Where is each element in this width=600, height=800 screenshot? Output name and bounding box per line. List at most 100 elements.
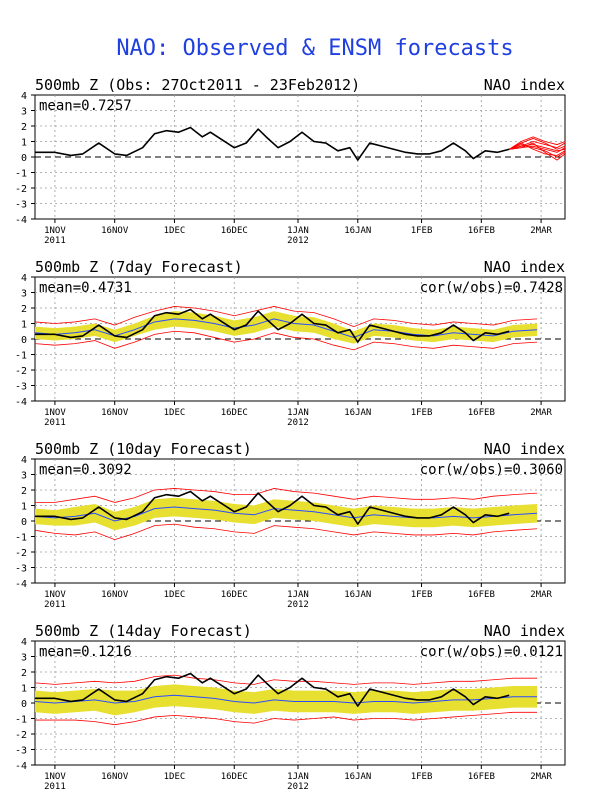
y-tick-label: 1 [21, 138, 27, 149]
x-tick-label: 2MAR [530, 408, 552, 418]
x-tick-label: 16NOV [101, 408, 129, 418]
x-tick-label: 1JAN [287, 590, 309, 600]
x-tick-label: 1FEB [411, 590, 433, 600]
observed-line [35, 672, 510, 707]
panel-title: 500mb Z (7day Forecast) [35, 258, 243, 276]
y-tick-label: 3 [21, 471, 27, 482]
panel-title: 500mb Z (14day Forecast) [35, 622, 252, 640]
forecast-member-line [509, 142, 566, 156]
panel-title: 500mb Z (10day Forecast) [35, 440, 252, 458]
y-tick-label: -2 [15, 730, 27, 741]
x-tick-label: 1DEC [164, 590, 186, 600]
x-tick-label: 1NOV [44, 590, 66, 600]
observed-line [35, 490, 510, 525]
y-tick-label: -4 [15, 761, 27, 772]
observed-line [35, 126, 510, 161]
panel-right-label: NAO index [484, 76, 565, 94]
x-tick-label: 16DEC [221, 226, 248, 236]
x-tick-label: 16FEB [468, 590, 495, 600]
y-tick-label: 1 [21, 320, 27, 331]
x-tick-label: 16DEC [221, 590, 248, 600]
y-tick-label: 2 [21, 486, 27, 497]
y-tick-label: -3 [15, 382, 27, 393]
y-tick-label: -1 [15, 351, 27, 362]
y-tick-label: 1 [21, 684, 27, 695]
panel-mean-label: mean=0.3092 [39, 462, 132, 478]
x-tick-label: 16FEB [468, 772, 495, 782]
x-tick-year-label: 2011 [44, 600, 66, 610]
panel-mean-label: mean=0.7257 [39, 98, 132, 114]
x-tick-label: 1JAN [287, 226, 309, 236]
y-tick-label: 3 [21, 107, 27, 118]
y-tick-label: 4 [21, 273, 27, 284]
y-tick-label: -1 [15, 715, 27, 726]
x-tick-label: 16NOV [101, 226, 129, 236]
x-tick-year-label: 2012 [287, 418, 309, 428]
ensemble-envelope-upper [34, 306, 538, 328]
x-tick-label: 16NOV [101, 772, 129, 782]
panel-right-label: NAO index [484, 622, 565, 640]
ensemble-mean-line [34, 318, 538, 338]
y-tick-label: 4 [21, 637, 27, 648]
x-tick-label: 16JAN [344, 226, 371, 236]
y-tick-label: 2 [21, 122, 27, 133]
observed-line [35, 308, 510, 343]
ensemble-envelope-upper [34, 674, 538, 685]
ensemble-envelope-upper [35, 488, 538, 503]
ensemble-mean-line [34, 694, 538, 704]
forecast-member-line [509, 144, 566, 158]
y-tick-label: 0 [21, 699, 27, 710]
x-tick-label: 1JAN [287, 772, 309, 782]
x-tick-label: 1FEB [411, 772, 433, 782]
forecast-member-line [509, 144, 566, 152]
y-tick-label: 0 [21, 153, 27, 164]
forecast-member-line [509, 142, 566, 161]
panel-correlation-label: cor(w/obs)=0.3060 [420, 462, 563, 478]
panel-correlation-label: cor(w/obs)=0.7428 [420, 280, 563, 296]
x-tick-label: 16JAN [344, 590, 371, 600]
x-tick-label: 1JAN [287, 408, 309, 418]
x-tick-year-label: 2011 [44, 236, 66, 246]
page-title: NAO: Observed & ENSM forecasts [116, 36, 514, 61]
y-tick-label: 0 [21, 517, 27, 528]
x-tick-year-label: 2012 [287, 236, 309, 246]
x-tick-label: 1NOV [44, 226, 66, 236]
ensemble-envelope-lower [34, 330, 538, 351]
y-tick-label: -2 [15, 184, 27, 195]
ensemble-spread-band [35, 497, 538, 531]
panel-mean-label: mean=0.1216 [39, 644, 132, 660]
panel-mean-label: mean=0.4731 [39, 280, 132, 296]
y-tick-label: -4 [15, 215, 27, 226]
x-tick-year-label: 2012 [287, 600, 309, 610]
ensemble-envelope-lower [35, 711, 538, 726]
x-tick-label: 1DEC [164, 408, 186, 418]
y-tick-label: 4 [21, 455, 27, 466]
panel-right-label: NAO index [484, 440, 565, 458]
panel-title: 500mb Z (Obs: 27Oct2011 - 23Feb2012) [35, 76, 360, 94]
y-tick-label: 2 [21, 304, 27, 315]
y-tick-label: 1 [21, 502, 27, 513]
x-tick-label: 16DEC [221, 772, 248, 782]
x-tick-year-label: 2011 [44, 782, 66, 792]
x-tick-label: 16DEC [221, 408, 248, 418]
forecast-member-line [508, 136, 566, 150]
y-tick-label: 3 [21, 289, 27, 300]
y-tick-label: -4 [15, 579, 27, 590]
y-tick-label: -3 [15, 200, 27, 211]
x-tick-label: 2MAR [530, 226, 552, 236]
x-tick-label: 1FEB [411, 226, 433, 236]
y-tick-label: -4 [15, 397, 27, 408]
x-tick-label: 16JAN [344, 772, 371, 782]
ensemble-spread-band [35, 684, 538, 716]
y-tick-label: -2 [15, 366, 27, 377]
y-tick-label: -3 [15, 746, 27, 757]
ensemble-envelope-lower [34, 523, 538, 541]
y-tick-label: 3 [21, 653, 27, 664]
x-tick-label: 2MAR [530, 590, 552, 600]
x-tick-year-label: 2012 [287, 782, 309, 792]
y-tick-label: -3 [15, 564, 27, 575]
x-tick-label: 16NOV [101, 590, 129, 600]
x-tick-label: 16FEB [468, 408, 495, 418]
x-tick-label: 1NOV [44, 408, 66, 418]
